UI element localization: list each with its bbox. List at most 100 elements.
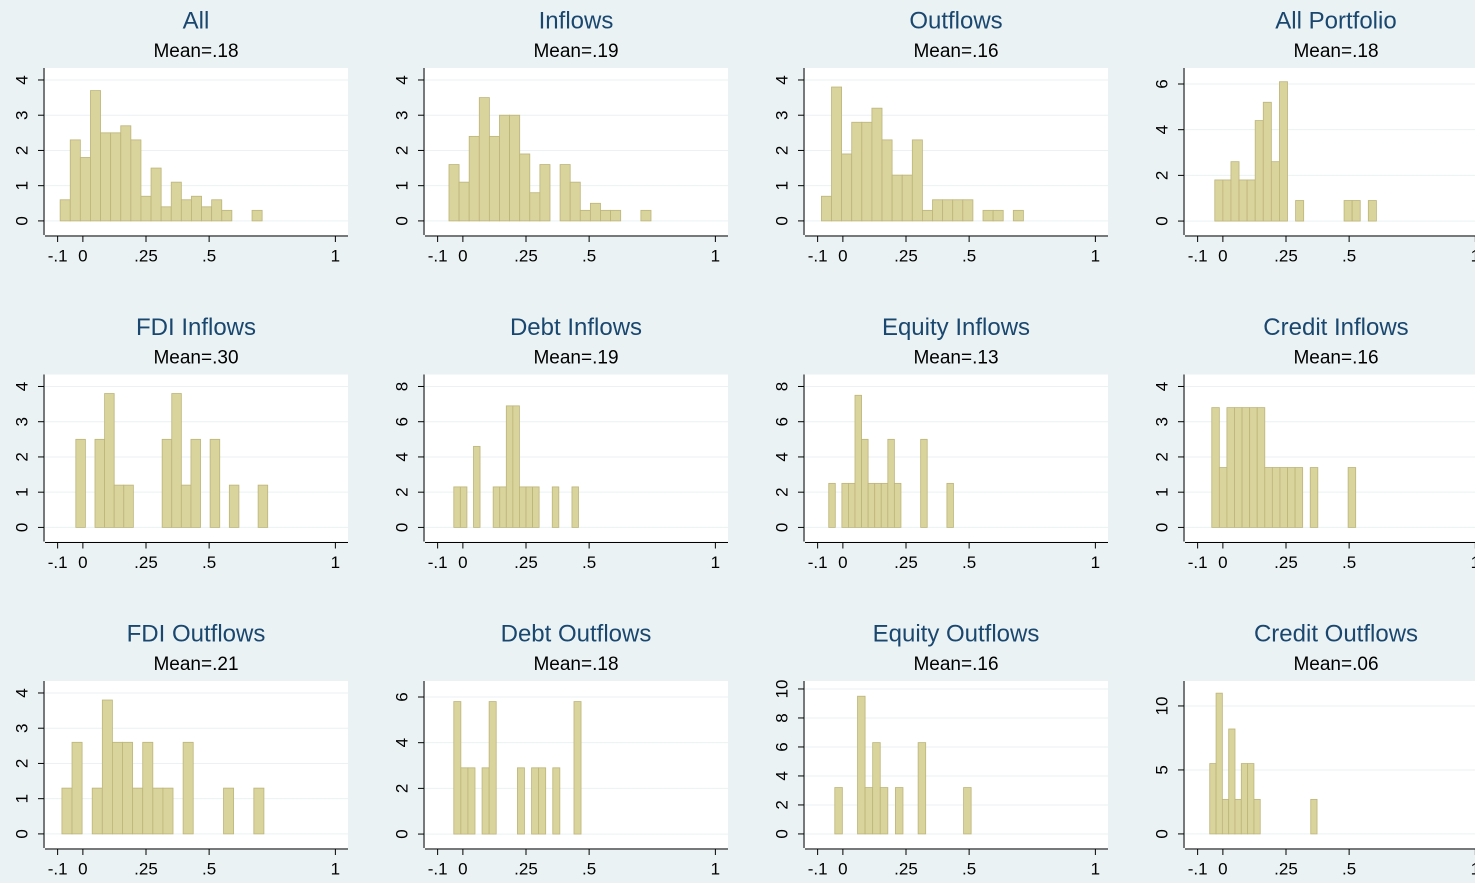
x-tick-label: .5	[1342, 859, 1356, 878]
histogram-bar	[251, 209, 263, 222]
histogram-bar	[834, 787, 843, 835]
histogram-bar	[569, 181, 581, 222]
histogram-bar	[113, 484, 125, 528]
histogram-bar	[499, 486, 507, 528]
x-tick-label: -.1	[48, 553, 68, 572]
histogram-bar	[120, 125, 132, 222]
histogram-bar	[911, 139, 923, 222]
y-tick-label: 6	[1152, 79, 1171, 88]
histogram-bar	[1234, 407, 1243, 528]
y-tick-label: 1	[12, 487, 31, 496]
histogram-bar	[79, 157, 91, 222]
x-tick-label: 1	[1471, 246, 1475, 265]
histogram-bar	[180, 484, 192, 528]
histogram-bar	[867, 482, 876, 528]
histogram-bar	[110, 132, 122, 222]
histogram-bar	[1221, 798, 1230, 835]
histogram-bar	[1343, 200, 1353, 222]
histogram-bar	[459, 486, 468, 528]
x-tick-label: -.1	[428, 553, 448, 572]
histogram-bar	[589, 202, 601, 222]
panel-subtitle: Mean=.19	[533, 348, 618, 369]
histogram-bar	[467, 767, 476, 835]
y-tick-label: 6	[392, 692, 411, 701]
x-tick-label: .25	[894, 553, 918, 572]
x-tick-label: 1	[711, 246, 720, 265]
y-tick-label: 4	[12, 75, 31, 84]
histogram-bar	[150, 167, 162, 222]
histogram-bar	[640, 209, 652, 222]
histogram-bar	[922, 209, 933, 222]
x-tick-label: .25	[514, 553, 538, 572]
histogram-bar	[1287, 467, 1296, 528]
panel-subtitle: Mean=.18	[533, 654, 618, 675]
histogram-bar	[59, 199, 71, 222]
x-tick-label: 1	[331, 859, 340, 878]
histogram-bar	[519, 153, 531, 222]
histogram-bar	[201, 206, 213, 222]
y-tick-label: 2	[12, 146, 31, 155]
histogram-bar	[887, 438, 895, 528]
histogram-bar	[857, 695, 866, 835]
histogram-bar	[1262, 101, 1272, 222]
histogram-bar	[458, 181, 470, 222]
histogram-bar	[872, 742, 881, 835]
histogram-bar	[571, 486, 579, 528]
x-tick-label: .25	[134, 553, 158, 572]
histogram-bar	[851, 121, 863, 222]
histogram-bar	[1228, 728, 1236, 835]
panel-subtitle: Mean=.18	[153, 41, 238, 62]
histogram-bar	[1012, 209, 1024, 222]
x-tick-label: 0	[838, 553, 847, 572]
y-tick-label: 3	[12, 417, 31, 426]
x-tick-label: 0	[458, 859, 467, 878]
y-tick-label: 0	[1152, 523, 1171, 532]
histogram-bar	[831, 86, 843, 222]
histogram-bar	[221, 209, 233, 222]
histogram-bar	[579, 209, 591, 222]
histogram-bar	[531, 767, 540, 835]
panel-title: Credit Outflows	[1254, 620, 1418, 647]
histogram-bar	[841, 482, 849, 528]
histogram-bar	[982, 209, 994, 222]
panel-title: Debt Outflows	[501, 620, 652, 647]
histogram-bar	[821, 195, 832, 222]
x-tick-label: -.1	[428, 246, 448, 265]
histogram-bar	[1279, 467, 1288, 528]
y-tick-label: 1	[772, 181, 791, 190]
histogram-bar	[488, 135, 500, 222]
histogram-bar	[75, 438, 86, 528]
x-tick-label: 1	[711, 859, 720, 878]
histogram-bar	[492, 486, 501, 528]
y-tick-label: 0	[772, 216, 791, 225]
histogram-bar	[468, 135, 480, 222]
x-tick-label: .5	[202, 859, 216, 878]
histogram-bar	[917, 742, 927, 835]
y-tick-label: 10	[772, 680, 791, 699]
histogram-bar	[848, 482, 856, 528]
x-tick-label: .5	[962, 553, 976, 572]
histogram-bar	[1254, 120, 1264, 222]
y-tick-label: 1	[12, 794, 31, 803]
x-tick-label: 0	[1218, 859, 1227, 878]
x-tick-label: 1	[1091, 553, 1100, 572]
histogram-bar	[538, 767, 547, 835]
x-tick-label: -.1	[1188, 859, 1208, 878]
panel-title: Inflows	[539, 7, 614, 34]
panel-subtitle: Mean=.16	[913, 654, 998, 675]
x-tick-label: 1	[1091, 859, 1100, 878]
panel-title: Equity Inflows	[882, 314, 1030, 341]
histogram-bar	[1270, 161, 1280, 222]
y-tick-label: 0	[392, 216, 411, 225]
histogram-bar	[123, 484, 134, 528]
histogram-bar	[481, 767, 490, 835]
histogram-bar	[519, 486, 527, 528]
x-tick-label: 0	[838, 246, 847, 265]
histogram-bar	[1264, 467, 1273, 528]
histogram-bar	[1218, 467, 1228, 528]
histogram-bar	[828, 482, 836, 528]
y-tick-label: 8	[772, 382, 791, 391]
histogram-bar	[600, 209, 611, 222]
panel-subtitle: Mean=.13	[913, 348, 998, 369]
x-tick-label: 0	[838, 859, 847, 878]
